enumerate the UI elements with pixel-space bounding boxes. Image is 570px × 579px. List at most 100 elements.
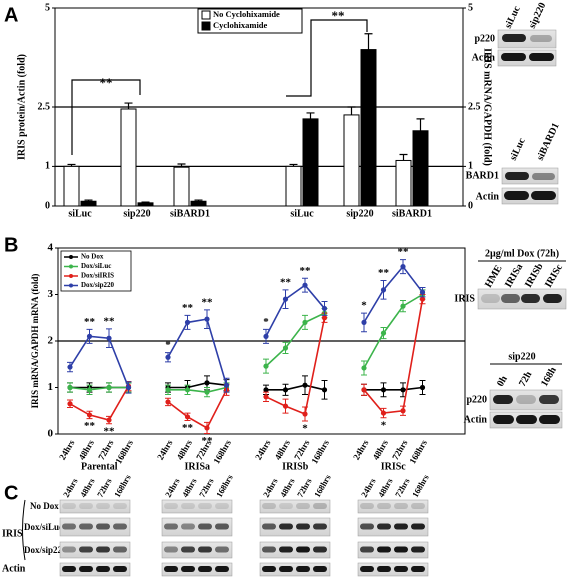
gel-band [96, 546, 110, 553]
series-line [168, 386, 227, 393]
data-point [400, 408, 406, 414]
gel-band [360, 523, 374, 530]
significance-label: ** [182, 422, 194, 434]
data-point [419, 289, 426, 295]
significance-label: * [263, 316, 269, 328]
bar [80, 200, 97, 207]
gel-row-label: Dox/siLuc [24, 522, 63, 532]
data-point [263, 387, 269, 393]
gel-lane-block [357, 517, 429, 537]
gel-band [296, 523, 310, 530]
gel-band [181, 566, 195, 572]
gel-band [505, 172, 529, 180]
legend-label: Dox/sip220 [81, 281, 115, 289]
gel-column-label: 48hrs [376, 476, 395, 499]
y-tick-label: 1 [48, 381, 54, 393]
gel-row-label: Actin [472, 52, 496, 63]
y2-tick-label: 1 [468, 161, 473, 172]
gel-band [501, 294, 520, 303]
data-point [361, 319, 367, 325]
gel-band [96, 523, 110, 530]
data-point [419, 296, 426, 302]
error-bar [177, 163, 186, 168]
bar [343, 114, 360, 207]
gel-lane-block [259, 562, 331, 577]
gel-band [164, 523, 178, 530]
significance-label: ** [84, 316, 96, 328]
gel-band [360, 566, 374, 572]
legend-box [197, 8, 303, 34]
data-point [165, 387, 171, 393]
gel-band [262, 523, 276, 530]
legend-marker [69, 255, 73, 259]
data-point [204, 316, 210, 322]
gel-lane-block [259, 499, 331, 514]
series-line [363, 265, 424, 323]
group-label: Parental [81, 461, 118, 472]
gel-column-label: 0h [495, 374, 510, 389]
data-point [165, 354, 171, 360]
y-tick-label: 0 [45, 200, 50, 211]
gel-column-label: 24hrs [261, 476, 280, 499]
error-bar [306, 112, 315, 119]
y2-tick-label: 5 [468, 2, 473, 13]
gel-column-label: 72hrs [393, 476, 412, 499]
gel-band [360, 546, 374, 553]
gel-band [279, 523, 293, 530]
gel-band [113, 503, 127, 509]
series-line [364, 386, 423, 391]
series-line [69, 335, 130, 388]
gel-band [360, 503, 374, 509]
gel-column-label: 48hrs [78, 476, 97, 499]
gel-band [279, 503, 293, 509]
gel-column-label: HME [483, 263, 505, 289]
gel-column-label: siLuc [508, 136, 528, 162]
y-axis-label: IRIS protein/Actin (fold) [16, 54, 27, 160]
data-point [380, 410, 387, 416]
bar [302, 118, 319, 207]
data-point [67, 364, 73, 370]
gel-band [181, 503, 195, 509]
data-point [184, 414, 191, 420]
legend-swatch [201, 10, 211, 20]
data-point [86, 333, 93, 339]
gel-column-label: 168hrs [312, 472, 333, 499]
gel-column-label: 24hrs [61, 476, 80, 499]
gel-lane-block [357, 562, 429, 577]
error-bar [84, 199, 93, 202]
panel-label: C [4, 482, 18, 504]
legend-marker [69, 274, 73, 278]
gel-band [377, 566, 391, 572]
significance-bracket [71, 79, 141, 155]
gel-band [198, 523, 212, 530]
x-tick-label: 72hrs [292, 438, 312, 462]
gel-lane-block [259, 541, 331, 559]
group-label: IRISb [282, 461, 309, 472]
gel-lane-block [161, 562, 233, 577]
series-line [265, 312, 325, 367]
gel-band [198, 566, 212, 572]
significance-label: * [361, 300, 367, 312]
gel-band [394, 566, 408, 572]
gel-band [113, 546, 127, 553]
gel-band [539, 415, 560, 424]
legend-label: Dox/siLuc [81, 262, 111, 270]
gel-band [394, 546, 408, 553]
x-tick-label: sip220 [346, 208, 373, 219]
gel-band [411, 523, 425, 530]
x-tick-label: 24hrs [57, 438, 77, 462]
gel-lane-block [357, 499, 429, 514]
gel-band [521, 294, 540, 303]
error-bar [347, 106, 356, 115]
gel-column-label: 72h [517, 369, 535, 388]
series-line [69, 386, 129, 391]
gel-lane-block [161, 541, 233, 559]
data-point [400, 387, 406, 393]
data-point [282, 403, 289, 409]
legend-swatch [201, 21, 211, 31]
gel-band [504, 191, 529, 200]
gel-band [516, 415, 537, 424]
data-point [282, 387, 289, 393]
gel-band [62, 546, 76, 553]
